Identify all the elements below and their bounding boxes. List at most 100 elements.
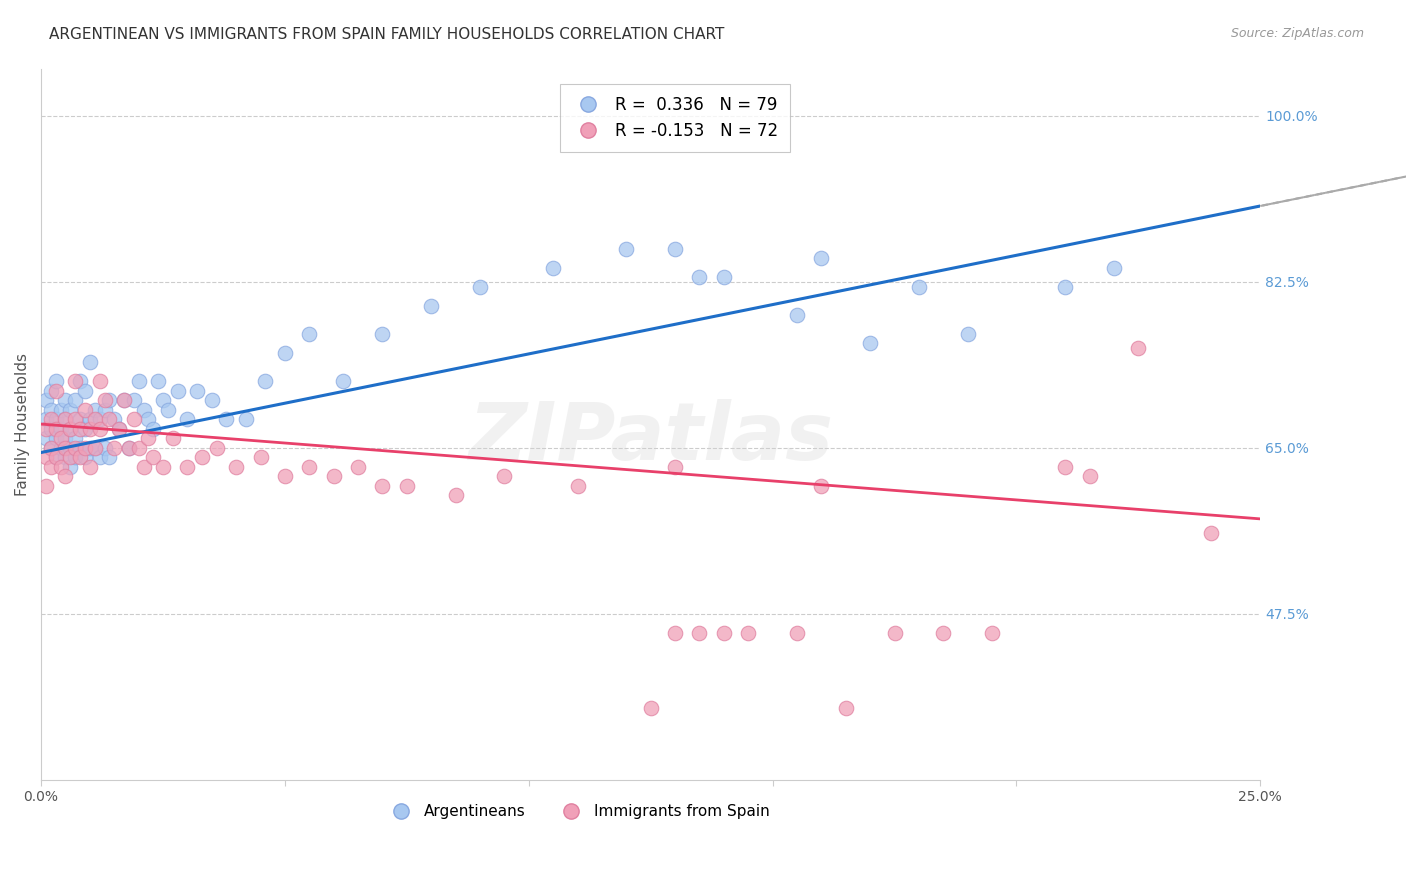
Point bbox=[39, 422, 62, 436]
Point bbox=[73, 450, 96, 465]
Point bbox=[89, 450, 111, 465]
Point bbox=[73, 441, 96, 455]
Point bbox=[122, 412, 145, 426]
Point bbox=[83, 441, 105, 455]
Point bbox=[138, 412, 160, 426]
Point bbox=[108, 422, 131, 436]
Point bbox=[93, 402, 115, 417]
Point bbox=[664, 242, 686, 256]
Point bbox=[65, 441, 87, 455]
Point bbox=[835, 701, 858, 715]
Point bbox=[1078, 469, 1101, 483]
Point bbox=[49, 431, 72, 445]
Point bbox=[298, 326, 321, 341]
Point bbox=[688, 625, 710, 640]
Point bbox=[35, 431, 58, 445]
Point bbox=[59, 441, 82, 455]
Point bbox=[98, 412, 121, 426]
Point bbox=[205, 441, 228, 455]
Point bbox=[35, 422, 58, 436]
Point bbox=[132, 459, 155, 474]
Point bbox=[162, 431, 184, 445]
Point bbox=[35, 478, 58, 492]
Point bbox=[59, 422, 82, 436]
Point bbox=[39, 441, 62, 455]
Point bbox=[39, 384, 62, 398]
Point bbox=[1128, 341, 1150, 355]
Point bbox=[35, 412, 58, 426]
Point bbox=[688, 270, 710, 285]
Point bbox=[89, 422, 111, 436]
Point bbox=[83, 402, 105, 417]
Point bbox=[49, 459, 72, 474]
Point bbox=[55, 393, 77, 408]
Point bbox=[108, 422, 131, 436]
Point bbox=[93, 393, 115, 408]
Point bbox=[664, 625, 686, 640]
Point bbox=[55, 450, 77, 465]
Point bbox=[89, 412, 111, 426]
Point bbox=[45, 450, 67, 465]
Point bbox=[49, 441, 72, 455]
Point bbox=[59, 450, 82, 465]
Point bbox=[142, 422, 165, 436]
Point bbox=[166, 384, 188, 398]
Point bbox=[810, 251, 832, 265]
Point bbox=[35, 393, 58, 408]
Point bbox=[59, 422, 82, 436]
Point bbox=[1201, 526, 1223, 541]
Point bbox=[79, 422, 101, 436]
Text: ARGENTINEAN VS IMMIGRANTS FROM SPAIN FAMILY HOUSEHOLDS CORRELATION CHART: ARGENTINEAN VS IMMIGRANTS FROM SPAIN FAM… bbox=[49, 27, 724, 42]
Point bbox=[112, 393, 135, 408]
Point bbox=[39, 459, 62, 474]
Point bbox=[859, 336, 882, 351]
Point bbox=[567, 478, 589, 492]
Point bbox=[39, 412, 62, 426]
Point bbox=[128, 375, 150, 389]
Text: ZIPatlas: ZIPatlas bbox=[468, 400, 834, 477]
Point bbox=[45, 450, 67, 465]
Point bbox=[395, 478, 418, 492]
Point bbox=[1102, 260, 1125, 275]
Point bbox=[45, 384, 67, 398]
Point bbox=[176, 459, 198, 474]
Y-axis label: Family Households: Family Households bbox=[15, 352, 30, 496]
Point bbox=[45, 422, 67, 436]
Point bbox=[810, 478, 832, 492]
Legend: Argentineans, Immigrants from Spain: Argentineans, Immigrants from Spain bbox=[380, 798, 776, 825]
Point bbox=[371, 478, 394, 492]
Point bbox=[79, 355, 101, 369]
Point bbox=[225, 459, 247, 474]
Point bbox=[494, 469, 516, 483]
Point bbox=[713, 270, 735, 285]
Point bbox=[79, 441, 101, 455]
Point bbox=[371, 326, 394, 341]
Point bbox=[65, 450, 87, 465]
Point bbox=[122, 393, 145, 408]
Point bbox=[79, 459, 101, 474]
Point bbox=[786, 308, 808, 322]
Point bbox=[468, 279, 491, 293]
Point bbox=[274, 469, 297, 483]
Point bbox=[69, 450, 91, 465]
Point bbox=[118, 441, 141, 455]
Point bbox=[201, 393, 224, 408]
Text: Source: ZipAtlas.com: Source: ZipAtlas.com bbox=[1230, 27, 1364, 40]
Point bbox=[322, 469, 344, 483]
Point bbox=[65, 393, 87, 408]
Point bbox=[713, 625, 735, 640]
Point bbox=[55, 412, 77, 426]
Point bbox=[103, 441, 125, 455]
Point bbox=[132, 402, 155, 417]
Point bbox=[186, 384, 208, 398]
Point bbox=[152, 393, 174, 408]
Point bbox=[1054, 459, 1077, 474]
Point bbox=[420, 299, 443, 313]
Point bbox=[45, 412, 67, 426]
Point bbox=[73, 422, 96, 436]
Point bbox=[73, 402, 96, 417]
Point bbox=[93, 441, 115, 455]
Point bbox=[49, 402, 72, 417]
Point bbox=[45, 375, 67, 389]
Point bbox=[908, 279, 931, 293]
